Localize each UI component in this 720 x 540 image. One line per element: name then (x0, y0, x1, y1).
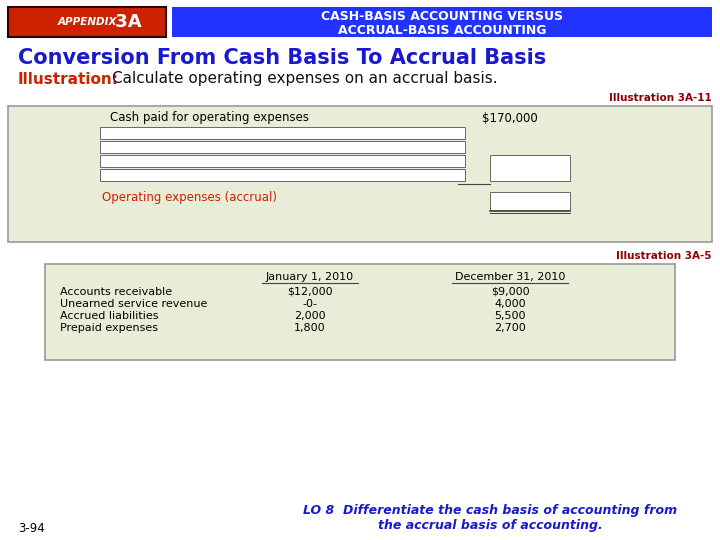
Text: Illustration 3A-11: Illustration 3A-11 (609, 93, 712, 103)
Text: Illustration 3A-5: Illustration 3A-5 (616, 251, 712, 261)
Text: 3A: 3A (109, 13, 141, 31)
Text: $9,000: $9,000 (491, 287, 529, 297)
Text: 4,000: 4,000 (494, 299, 526, 309)
Text: December 31, 2010: December 31, 2010 (455, 272, 565, 282)
Text: 2,700: 2,700 (494, 323, 526, 333)
Text: Calculate operating expenses on an accrual basis.: Calculate operating expenses on an accru… (112, 71, 498, 86)
Text: Cash paid for operating expenses: Cash paid for operating expenses (110, 111, 310, 125)
Bar (45, 264, 675, 360)
Bar (490, 155, 570, 181)
Bar (100, 141, 465, 153)
Text: CASH-BASIS ACCOUNTING VERSUS: CASH-BASIS ACCOUNTING VERSUS (321, 10, 563, 23)
Bar (8, 7, 166, 37)
Text: Prepaid expenses: Prepaid expenses (60, 323, 158, 333)
Text: $170,000: $170,000 (482, 111, 538, 125)
Text: 5,500: 5,500 (494, 311, 526, 321)
Text: 1,800: 1,800 (294, 323, 326, 333)
Text: LO 8  Differentiate the cash basis of accounting from
the accrual basis of accou: LO 8 Differentiate the cash basis of acc… (303, 504, 677, 532)
Text: Accounts receivable: Accounts receivable (60, 287, 172, 297)
Bar (100, 169, 465, 181)
Text: $12,000: $12,000 (287, 287, 333, 297)
Bar (100, 155, 465, 167)
Text: Operating expenses (accrual): Operating expenses (accrual) (102, 191, 277, 204)
Text: Accrued liabilities: Accrued liabilities (60, 311, 158, 321)
Text: ACCRUAL-BASIS ACCOUNTING: ACCRUAL-BASIS ACCOUNTING (338, 24, 546, 37)
Text: APPENDIX: APPENDIX (58, 17, 117, 27)
Text: 3-94: 3-94 (18, 522, 45, 535)
Bar (490, 192, 570, 210)
Text: Conversion From Cash Basis To Accrual Basis: Conversion From Cash Basis To Accrual Ba… (18, 48, 546, 68)
Text: Unearned service revenue: Unearned service revenue (60, 299, 207, 309)
Bar (100, 127, 465, 139)
Bar (172, 7, 712, 37)
Text: 2,000: 2,000 (294, 311, 326, 321)
Bar (8, 106, 712, 242)
Text: Illustration:: Illustration: (18, 71, 119, 86)
Text: -0-: -0- (302, 299, 318, 309)
Text: January 1, 2010: January 1, 2010 (266, 272, 354, 282)
